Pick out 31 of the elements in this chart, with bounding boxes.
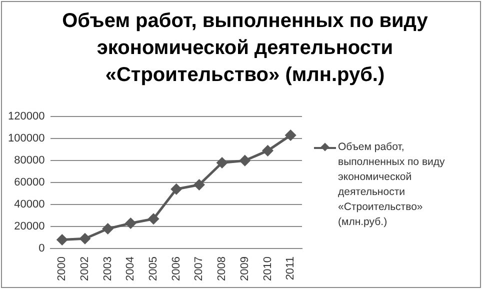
x-tick-label: 2005 <box>148 256 160 282</box>
y-tick-label: 80000 <box>14 154 45 167</box>
y-tick-label: 60000 <box>14 176 45 189</box>
x-tick-label: 2002 <box>79 256 92 282</box>
y-tick-label: 0 <box>38 242 45 255</box>
point <box>102 223 114 234</box>
point <box>125 218 136 228</box>
point <box>194 180 204 190</box>
x-tick-label: 2004 <box>124 256 137 282</box>
chart-title: Объем работ, выполненных по виду экономической деятельности «Строительство» (млн.руб.) <box>61 9 429 88</box>
point <box>240 155 250 166</box>
x-tick-label: 2008 <box>216 256 228 282</box>
y-tick-label: 20000 <box>14 220 45 233</box>
x-tick-label: 2009 <box>238 256 251 282</box>
point <box>216 158 228 168</box>
x-tick-label: 2007 <box>193 256 206 282</box>
x-tick-label: 2010 <box>262 256 274 282</box>
legend-label: Объем работ, выполненных по виду экономической деятельности «Строительство» (млн.руб.) <box>338 140 446 230</box>
x-tick-label: 2011 <box>284 256 297 280</box>
x-tick-label: 2003 <box>102 256 114 282</box>
point <box>56 234 68 245</box>
y-tick-label: 40000 <box>14 198 45 211</box>
x-tick-label: 2006 <box>170 256 182 282</box>
point <box>262 145 273 156</box>
y-tick-label: 120000 <box>8 110 45 123</box>
x-tick-label: 2000 <box>56 256 68 282</box>
y-tick-label: 100000 <box>8 132 45 145</box>
point <box>285 130 296 141</box>
point <box>80 233 90 244</box>
point <box>148 214 159 224</box>
point <box>171 184 182 194</box>
